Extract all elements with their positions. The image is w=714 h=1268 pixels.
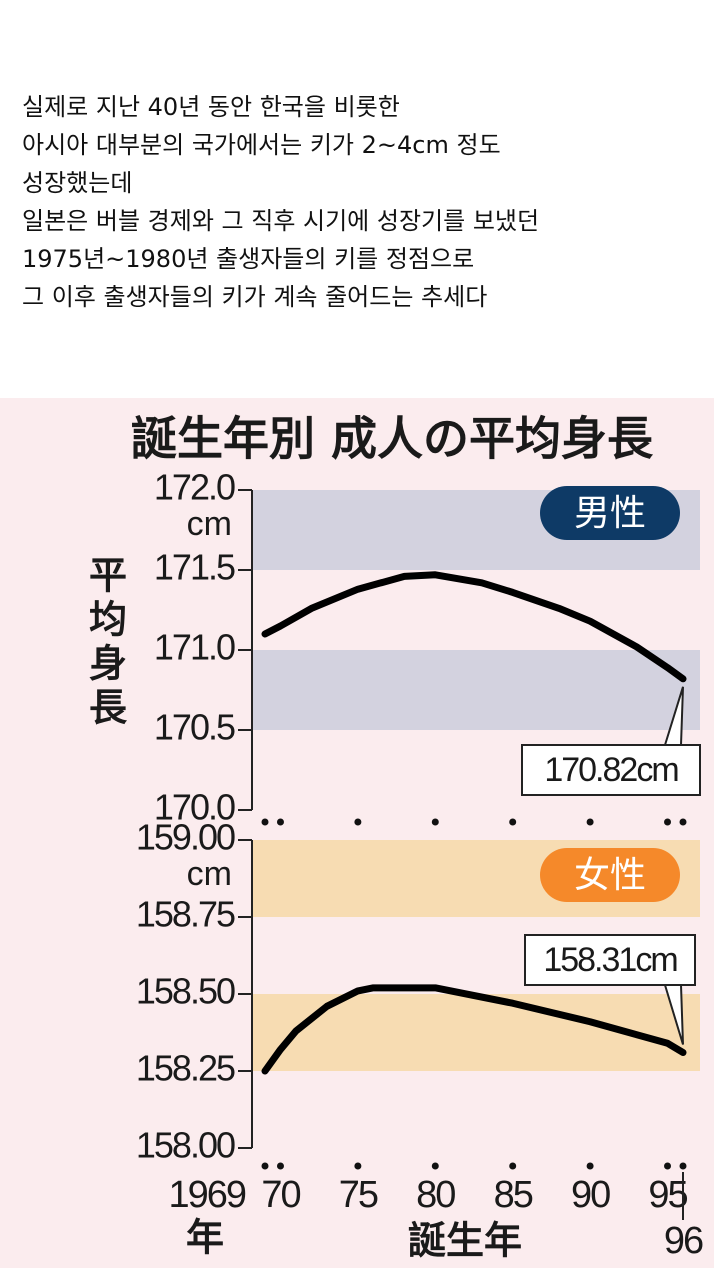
- legend-label: 男性: [574, 493, 646, 534]
- unit-label: cm: [187, 855, 232, 893]
- band: [252, 650, 700, 730]
- y-axis-label: 身: [89, 642, 127, 686]
- annotation: 158.31cm: [543, 941, 677, 979]
- y-axis-label: 長: [89, 686, 128, 730]
- x-tick: [509, 1162, 517, 1170]
- x-tick-label: 96: [664, 1220, 703, 1262]
- x-tick: [586, 1162, 594, 1170]
- unit-label: cm: [187, 505, 232, 543]
- y-tick-label: 170.5: [154, 707, 235, 748]
- legend-label: 女性: [574, 855, 646, 896]
- x-tick: [679, 1162, 687, 1170]
- y-tick-label: 158.75: [136, 894, 235, 935]
- text-line: 1975년~1980년 출생자들의 키를 정점으로: [22, 245, 475, 273]
- annotation-pointer: [664, 984, 684, 1045]
- x-tick-label: 70: [261, 1174, 300, 1216]
- x-tick-label: 95: [648, 1174, 687, 1216]
- x-tick: [431, 818, 439, 826]
- chart-title: 誕生年別 成人の平均身長: [131, 412, 654, 466]
- y-tick-label: 171.0: [154, 627, 235, 668]
- x-tick: [276, 1162, 284, 1170]
- x-tick: [664, 1162, 672, 1170]
- x-tick: [586, 818, 594, 826]
- y-axis-label: 平: [89, 554, 127, 598]
- annotation-pointer: [664, 686, 684, 746]
- x-tick-label: 90: [571, 1174, 610, 1216]
- text-line: 그 이후 출생자들의 키가 계속 줄어드는 추세다: [22, 283, 488, 311]
- y-tick-label: 170.0: [154, 787, 235, 828]
- y-tick-label: 158.50: [136, 971, 235, 1012]
- x-tick: [509, 818, 517, 826]
- legend-badge: [540, 486, 680, 540]
- x-tick: [679, 818, 687, 826]
- x-tick: [354, 818, 362, 826]
- x-tick: [354, 1162, 362, 1170]
- y-tick-label: 158.00: [136, 1125, 235, 1166]
- data-line: [261, 571, 687, 683]
- text-line: 아시아 대부분의 국가에서는 키가 2~4cm 정도: [22, 131, 501, 159]
- x-tick-label: 85: [494, 1174, 533, 1216]
- text-line: 실제로 지난 40년 동안 한국을 비롯한: [22, 93, 400, 121]
- y-tick-label: 171.5: [154, 547, 235, 588]
- y-tick-label: 172.0: [154, 467, 235, 508]
- annotation-box: [524, 934, 696, 986]
- data-line: [261, 984, 687, 1075]
- legend-badge: [540, 848, 680, 902]
- x-tick: [664, 818, 672, 826]
- x-axis-label: 誕生年: [408, 1219, 522, 1263]
- x-tick-label: 80: [416, 1174, 455, 1216]
- annotation: 170.82cm: [544, 751, 678, 789]
- x-tick-label: 75: [339, 1174, 378, 1216]
- x-tick: [261, 818, 269, 826]
- y-axis-label: 均: [89, 598, 127, 642]
- annotation-box: [521, 744, 701, 796]
- y-tick-label: 158.25: [136, 1048, 235, 1089]
- x-tick: [261, 1162, 269, 1170]
- text-line: 성장했는데: [22, 169, 133, 197]
- year-unit: 年: [186, 1216, 224, 1260]
- x-tick: [276, 818, 284, 826]
- x-tick: [431, 1162, 439, 1170]
- x-tick-label: 1969: [168, 1174, 245, 1216]
- y-tick-label: 159.00: [136, 817, 235, 858]
- text-line: 일본은 버블 경제와 그 직후 시기에 성장기를 보냈던: [22, 207, 540, 235]
